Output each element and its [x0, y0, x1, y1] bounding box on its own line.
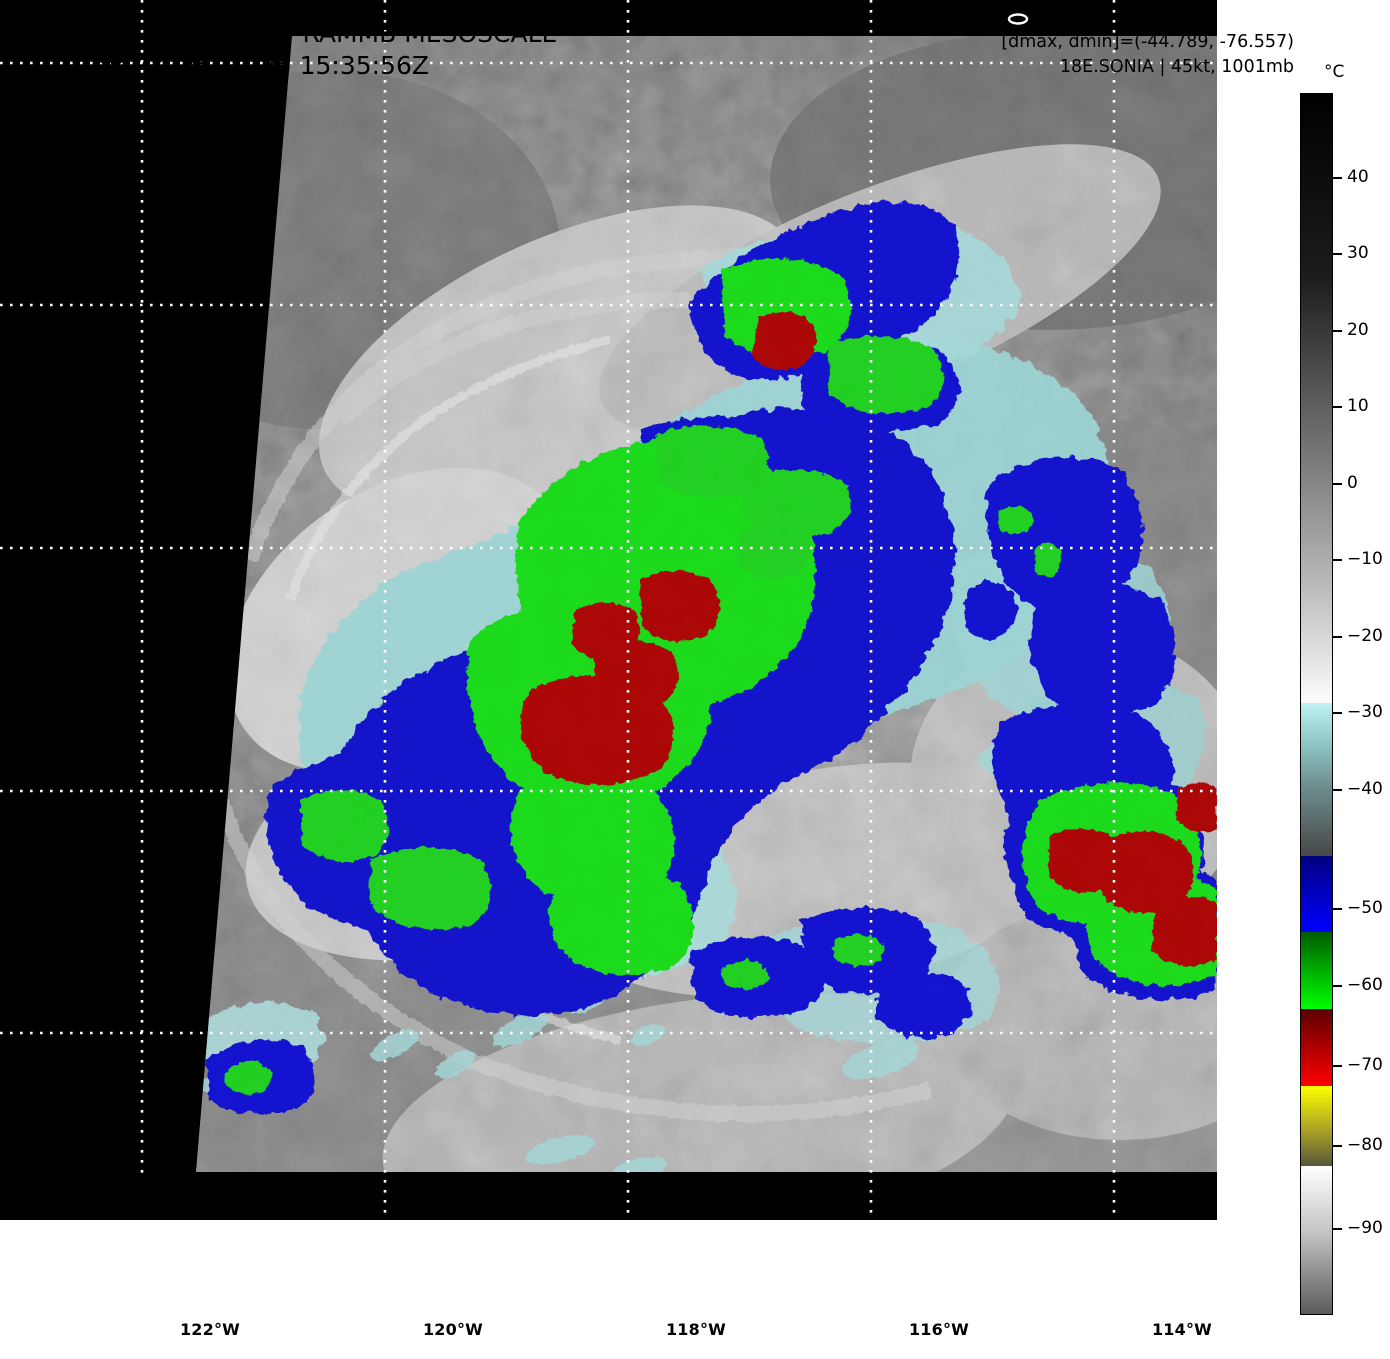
cbtick-mark-neg30 — [1333, 712, 1342, 714]
cbtick-mark-neg20 — [1333, 636, 1342, 638]
cbtick-label-neg70: −70 — [1347, 1055, 1383, 1075]
product-title: GOES-18 BAND14-RAMMB MESOSCALE — [70, 19, 558, 48]
storm-center-marker — [1007, 13, 1029, 25]
xtick-label-116w: 116°W — [908, 1320, 970, 1339]
cbtick-mark-neg50 — [1333, 908, 1342, 910]
xtick-label-122w: 122°W — [179, 1320, 241, 1339]
cbtick-mark-neg40 — [1333, 789, 1342, 791]
cbtick-mark-neg80 — [1333, 1145, 1342, 1147]
cbtick-mark-20 — [1333, 330, 1342, 332]
cbtick-label-neg40: −40 — [1347, 779, 1383, 799]
ytick-label-12n: 12°N — [13, 874, 58, 894]
xtick-label-118w: 118°W — [665, 1320, 727, 1339]
colorbar-ticks: 40 30 20 10 0 −10 −20 −30 −40 −50 −60 −7… — [1300, 93, 1383, 1313]
cbtick-label-neg30: −30 — [1347, 702, 1383, 722]
cbtick-label-neg60: −60 — [1347, 975, 1383, 995]
dmax-dmin-label: [dmax, dmin]=(-44.789, -76.557) — [1001, 32, 1294, 52]
cbtick-label-neg20: −20 — [1347, 626, 1383, 646]
cbtick-label-neg10: −10 — [1347, 549, 1383, 569]
ytick-label-10n: 10°N — [13, 1116, 58, 1136]
copyright-label: Copyright © 2020-2025 Dapiya — [80, 1284, 420, 1306]
cbtick-label-0: 0 — [1347, 473, 1358, 493]
ytick-label-16n: 16°N — [13, 388, 58, 408]
cbtick-mark-neg90 — [1333, 1228, 1342, 1230]
cbtick-mark-0 — [1333, 483, 1342, 485]
cbtick-mark-30 — [1333, 253, 1342, 255]
satellite-imagery-canvas — [0, 0, 1217, 1220]
cbtick-label-neg80: −80 — [1347, 1135, 1383, 1155]
ytick-label-18n: 18°N — [13, 146, 58, 166]
cbtick-label-neg90: −90 — [1347, 1218, 1383, 1238]
colorbar[interactable] — [1300, 93, 1333, 1315]
ytick-label-14n: 14°N — [13, 631, 58, 651]
cbtick-mark-neg70 — [1333, 1065, 1342, 1067]
cbtick-label-40: 40 — [1347, 167, 1369, 187]
xtick-label-120w: 120°W — [422, 1320, 484, 1339]
cbtick-mark-10 — [1333, 406, 1342, 408]
cbtick-label-neg50: −50 — [1347, 898, 1383, 918]
time-label: Time: 2025/10/25 15:35:56Z — [70, 51, 429, 80]
gridlines — [0, 0, 1217, 1220]
title-block: GOES-18 BAND14-RAMMB MESOSCALE Time: 202… — [70, 18, 830, 82]
cbtick-mark-neg10 — [1333, 559, 1342, 561]
metadata-block: [dmax, dmin]=(-44.789, -76.557) 18E.SONI… — [1001, 30, 1294, 80]
copyright-backdrop — [0, 1175, 330, 1220]
storm-info-label: 18E.SONIA | 45kt, 1001mb — [1059, 56, 1294, 77]
cbtick-mark-neg60 — [1333, 985, 1342, 987]
satellite-image-plot[interactable] — [0, 0, 1217, 1220]
colorbar-gradient — [1301, 94, 1332, 1314]
colorbar-unit-label: °C — [1324, 62, 1345, 82]
cbtick-label-20: 20 — [1347, 320, 1369, 340]
xtick-label-114w: 114°W — [1151, 1320, 1213, 1339]
cbtick-label-10: 10 — [1347, 396, 1369, 416]
cbtick-mark-40 — [1333, 177, 1342, 179]
cbtick-label-30: 30 — [1347, 243, 1369, 263]
satellite-swath — [196, 36, 1217, 1172]
